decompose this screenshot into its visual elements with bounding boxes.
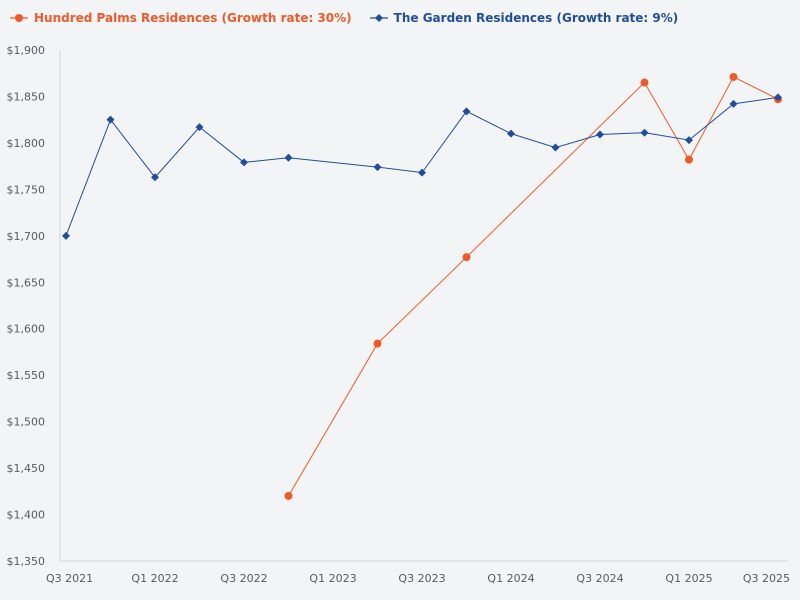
data-point[interactable] [462,107,471,116]
legend-label-garden-residences: The Garden Residences (Growth rate: 9%) [393,11,679,25]
x-tick-label: Q3 2024 [576,572,623,585]
data-point[interactable] [774,95,782,104]
x-tick-label: Q1 2022 [131,572,178,585]
x-tick-label: Q3 2021 [46,572,93,585]
x-tick-label: Q1 2024 [487,572,534,585]
x-tick-label: Q3 2025 [743,572,790,585]
legend-item-garden-residences[interactable]: The Garden Residences (Growth rate: 9%) [369,11,679,25]
series-line [65,96,779,236]
y-tick-label: $1,700 [7,230,46,243]
series-line [288,76,779,497]
data-point[interactable] [774,93,782,102]
data-point[interactable] [640,128,649,137]
data-point[interactable] [62,231,70,240]
x-tick-label: Q1 2023 [309,572,356,585]
data-point[interactable] [373,339,382,348]
data-point[interactable] [240,158,248,167]
data-point[interactable] [640,78,649,87]
y-tick-label: $1,650 [7,276,46,289]
y-tick-label: $1,900 [7,44,46,57]
legend-marker-diamond-icon [369,14,388,22]
data-point[interactable] [151,173,159,182]
data-point[interactable] [195,123,204,132]
data-point[interactable] [551,143,560,152]
y-tick-label: $1,350 [7,555,46,568]
x-tick-label: Q3 2022 [220,572,267,585]
legend-label-hundred-palms: Hundred Palms Residences (Growth rate: 3… [34,11,352,25]
legend-marker-circle-icon [10,14,28,22]
series-0 [284,72,782,500]
data-point[interactable] [106,115,115,124]
data-point[interactable] [418,168,426,177]
x-tick-label: Q3 2023 [398,572,445,585]
data-point[interactable] [729,99,738,108]
y-tick-label: $1,450 [7,462,46,475]
data-point[interactable] [507,129,515,138]
y-tick-label: $1,750 [7,183,46,196]
y-tick-label: $1,550 [7,369,46,382]
data-point[interactable] [685,155,693,164]
legend-item-hundred-palms[interactable]: Hundred Palms Residences (Growth rate: 3… [10,11,352,25]
y-tick-label: $1,600 [7,323,46,336]
data-point[interactable] [284,491,293,500]
data-point[interactable] [284,153,293,162]
data-point[interactable] [685,136,693,145]
y-tick-label: $1,800 [7,137,46,150]
x-tick-label: Q1 2025 [665,572,712,585]
legend: Hundred Palms Residences (Growth rate: 3… [10,6,678,30]
y-tick-label: $1,400 [7,509,46,522]
y-tick-label: $1,500 [7,416,46,429]
y-tick-label: $1,850 [7,90,46,103]
data-point[interactable] [373,163,382,172]
series-1 [62,93,782,240]
data-point[interactable] [729,72,738,81]
data-point[interactable] [596,130,604,139]
data-point[interactable] [462,253,471,262]
